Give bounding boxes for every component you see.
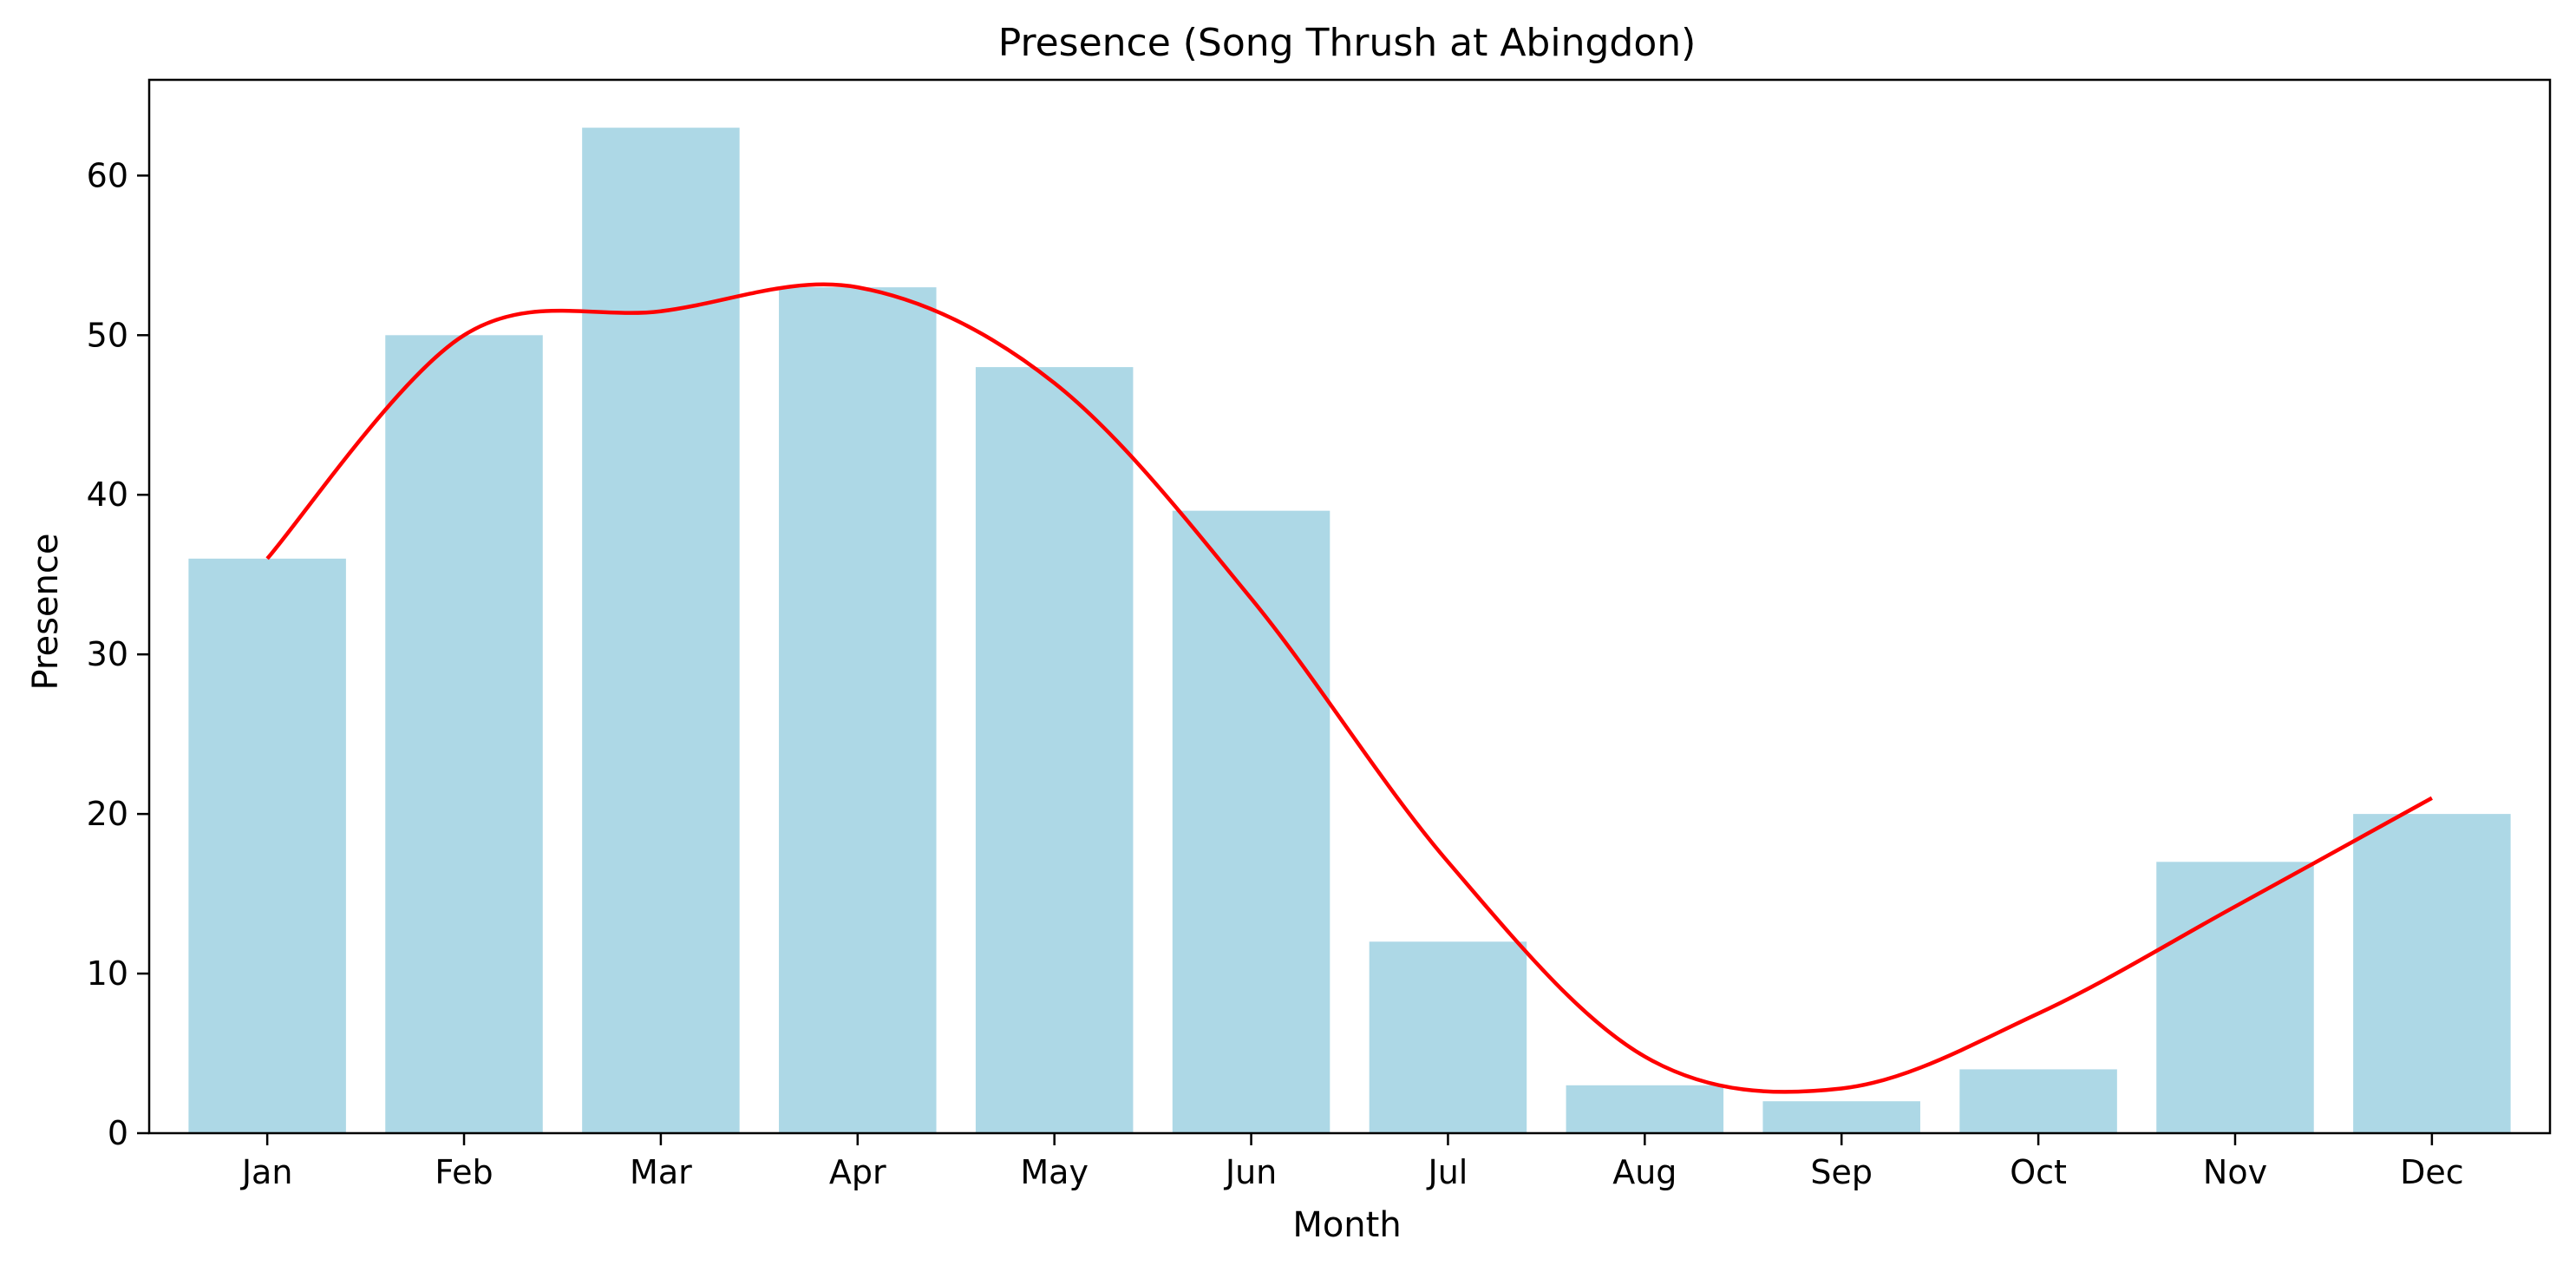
- x-tick-label-aug: Aug: [1612, 1153, 1677, 1191]
- x-tick-label-apr: Apr: [829, 1153, 886, 1191]
- bar-jan: [188, 558, 346, 1133]
- y-tick-label: 40: [87, 475, 128, 514]
- chart-title: Presence (Song Thrush at Abingdon): [998, 21, 1697, 65]
- x-tick-label-mar: Mar: [630, 1153, 692, 1191]
- bar-feb: [385, 335, 543, 1133]
- bar-may: [975, 367, 1134, 1133]
- y-tick-label: 0: [108, 1114, 128, 1152]
- bar-apr: [779, 287, 937, 1133]
- bar-dec: [2353, 814, 2511, 1133]
- trend-line-group: [265, 282, 2433, 1094]
- x-tick-label-jan: Jan: [240, 1153, 293, 1191]
- axes: 0 10 20 30 40 50 60 Jan Feb Mar Apr May Jun Jul Aug Sep…: [87, 78, 2552, 1191]
- y-tick-label: 30: [87, 635, 128, 673]
- x-tick-label-nov: Nov: [2203, 1153, 2267, 1191]
- bar-aug: [1566, 1085, 1724, 1133]
- bar-sep: [1762, 1101, 1920, 1133]
- bar-nov: [2156, 862, 2314, 1133]
- y-tick-label: 20: [87, 795, 128, 833]
- bar-mar: [582, 128, 740, 1133]
- x-tick-label-jun: Jun: [1224, 1153, 1277, 1191]
- trend-line: [265, 282, 2433, 1094]
- bar-jun: [1172, 510, 1330, 1133]
- bar-oct: [1959, 1069, 2117, 1133]
- x-tick-label-feb: Feb: [435, 1153, 493, 1191]
- y-tick-label: 10: [87, 954, 128, 993]
- y-axis-label: Presence: [26, 534, 66, 691]
- y-tick-label: 50: [87, 316, 128, 354]
- x-tick-label-dec: Dec: [2400, 1153, 2464, 1191]
- plot-frame: [147, 78, 2552, 1135]
- x-axis-label: Month: [1292, 1205, 1401, 1245]
- y-tick-label: 60: [87, 156, 128, 194]
- bars: [188, 128, 2511, 1133]
- x-tick-label-jul: Jul: [1427, 1153, 1468, 1191]
- bar-jul: [1369, 941, 1527, 1133]
- x-tick-label-sep: Sep: [1810, 1153, 1873, 1191]
- x-tick-label-oct: Oct: [2010, 1153, 2067, 1191]
- x-tick-label-may: May: [1020, 1153, 1089, 1191]
